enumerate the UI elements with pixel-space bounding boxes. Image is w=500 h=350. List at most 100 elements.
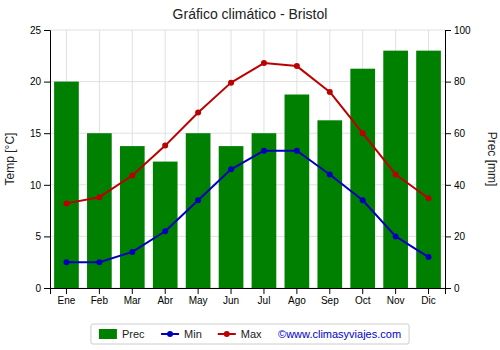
tick-label: Abr: [157, 295, 173, 306]
y-axis: 0510152025: [30, 25, 51, 294]
legend-label: Prec: [122, 328, 145, 340]
tick-label: 5: [35, 231, 41, 242]
legend-swatch: [99, 329, 117, 339]
tick: Ene: [58, 288, 76, 306]
marker: [294, 63, 300, 69]
marker: [393, 233, 399, 239]
tick-label: 80: [454, 76, 466, 87]
marker: [360, 197, 366, 203]
y-axis-title: Temp [°C]: [3, 133, 17, 186]
tick-mark: [99, 288, 100, 294]
marker: [195, 197, 201, 203]
tick: 10: [30, 180, 50, 191]
tick-label: 25: [30, 25, 42, 36]
tick-label: 10: [30, 180, 42, 191]
axis-line: [446, 31, 452, 289]
tick: Oct: [355, 288, 371, 306]
tick: Jun: [223, 288, 239, 306]
tick: 20: [30, 76, 50, 87]
grid-line-y: [50, 30, 445, 31]
tick-mark: [445, 82, 451, 83]
tick: 5: [35, 231, 50, 242]
marker: [294, 148, 300, 154]
marker: [261, 60, 267, 66]
chart-svg: EneFebMarAbrMayJunJulAgoSepOctNovDic0510…: [0, 0, 500, 350]
marker: [426, 195, 432, 201]
line-series: [63, 148, 431, 265]
tick: 40: [445, 180, 466, 191]
marker: [195, 110, 201, 116]
tick-label: 15: [30, 128, 42, 139]
tick: Nov: [387, 288, 405, 306]
tick-mark: [445, 288, 451, 289]
marks: [54, 51, 441, 288]
legend-marker: [224, 331, 230, 337]
tick-label: Mar: [124, 295, 142, 306]
marker: [96, 259, 102, 265]
legend-label: Min: [184, 328, 202, 340]
tick-label: 0: [454, 283, 460, 294]
tick-mark: [44, 133, 50, 134]
tick-label: Nov: [387, 295, 405, 306]
tick-mark: [428, 288, 429, 294]
marker: [162, 143, 168, 149]
tick-label: 40: [454, 180, 466, 191]
tick-mark: [44, 185, 50, 186]
tick-label: Jun: [223, 295, 239, 306]
tick-mark: [445, 133, 451, 134]
tick-mark: [44, 236, 50, 237]
tick: 100: [445, 25, 471, 36]
tick: Feb: [91, 288, 109, 306]
bar-series: [54, 51, 441, 288]
marker: [261, 148, 267, 154]
x-axis: EneFebMarAbrMayJunJulAgoSepOctNovDic: [51, 288, 446, 306]
tick: 15: [30, 128, 50, 139]
tick-label: Sep: [321, 295, 339, 306]
tick: Sep: [321, 288, 339, 306]
tick: 25: [30, 25, 50, 36]
marker: [162, 228, 168, 234]
bar: [54, 82, 79, 288]
legend-label: Max: [241, 328, 262, 340]
marker: [96, 194, 102, 200]
legend-item: Min: [161, 328, 202, 340]
tick-label: Dic: [421, 295, 435, 306]
legend-marker: [167, 331, 173, 337]
tick-label: Ene: [58, 295, 76, 306]
y2-axis-title: Prec [mm]: [485, 132, 499, 187]
tick-mark: [44, 30, 50, 31]
plot-area: EneFebMarAbrMayJunJulAgoSepOctNovDic0510…: [30, 25, 471, 306]
marker: [63, 259, 69, 265]
marker: [129, 249, 135, 255]
bar: [317, 120, 342, 288]
tick-mark: [395, 288, 396, 294]
tick-mark: [445, 236, 451, 237]
tick-mark: [44, 82, 50, 83]
line: [66, 151, 428, 262]
bar: [350, 69, 375, 288]
legend-item: Prec: [99, 328, 145, 340]
tick-label: 20: [454, 231, 466, 242]
legend-item: Max: [218, 328, 262, 340]
tick-label: 20: [30, 76, 42, 87]
bar: [186, 133, 211, 288]
marker: [63, 200, 69, 206]
tick-mark: [445, 30, 451, 31]
tick-label: Ago: [288, 295, 306, 306]
tick-mark: [165, 288, 166, 294]
tick-mark: [44, 288, 50, 289]
marker: [228, 80, 234, 86]
tick: Ago: [288, 288, 306, 306]
tick-mark: [231, 288, 232, 294]
marker: [393, 171, 399, 177]
bar: [219, 146, 244, 288]
tick-label: 100: [454, 25, 471, 36]
bar: [153, 162, 178, 288]
tick-label: Jul: [258, 295, 271, 306]
tick-label: 60: [454, 128, 466, 139]
marker: [327, 89, 333, 95]
tick-label: Feb: [91, 295, 109, 306]
tick-mark: [66, 288, 67, 294]
tick-mark: [132, 288, 133, 294]
title: Gráfico climático - Bristol: [173, 6, 328, 22]
